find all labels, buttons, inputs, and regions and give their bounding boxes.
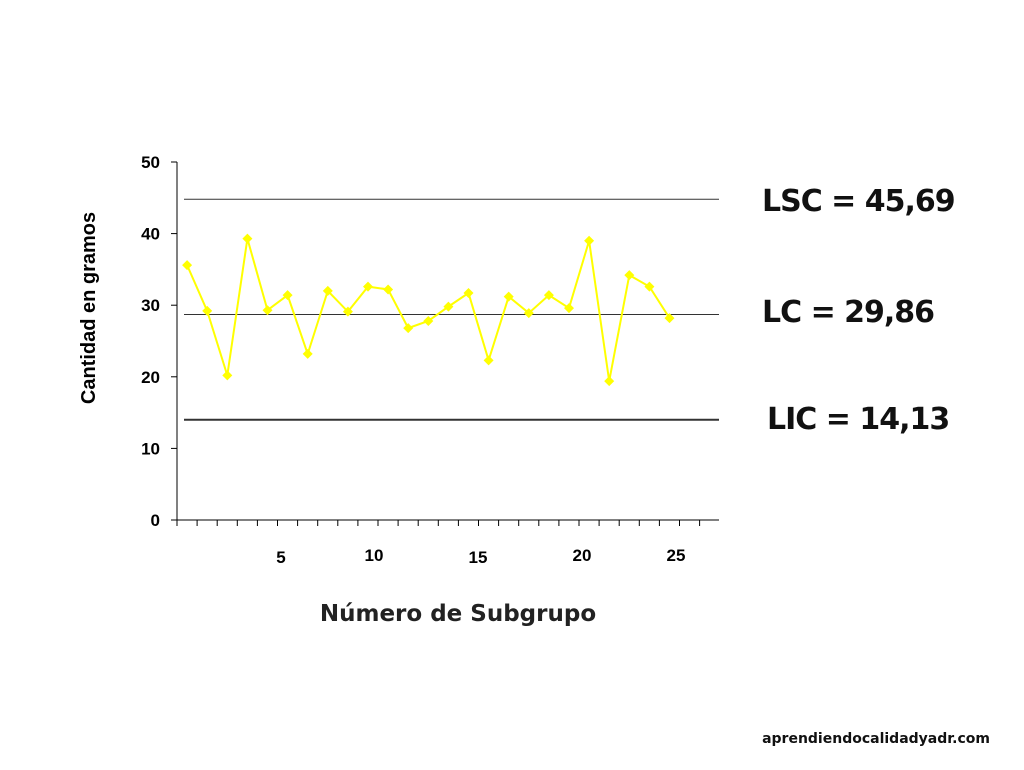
y-axis-title: Cantidad en gramos — [78, 212, 100, 404]
x-tick-label: 10 — [365, 546, 384, 565]
data-point — [543, 290, 554, 301]
data-point — [664, 313, 675, 324]
website-watermark: aprendiendocalidadyadr.com — [762, 731, 990, 747]
y-tick-label: 20 — [141, 368, 160, 387]
data-point — [644, 281, 655, 292]
data-point — [403, 323, 414, 334]
data-point — [584, 235, 595, 246]
data-point — [222, 370, 233, 381]
x-tick-label: 15 — [469, 548, 488, 567]
control-limit-label: LSC = 45,69 — [762, 184, 955, 219]
x-tick-label: 20 — [573, 546, 592, 565]
y-tick-label: 10 — [141, 439, 160, 458]
chart-axes: 0 10 20 30 40 50 5 10 15 20 25 — [141, 153, 719, 567]
x-tick-label: 5 — [276, 548, 285, 567]
data-point — [523, 308, 534, 319]
data-point — [202, 305, 213, 316]
data-point — [302, 348, 313, 359]
data-point — [282, 290, 293, 301]
chart-labels: Cantidad en gramos Número de Subgrupo — [78, 212, 596, 627]
data-point — [242, 233, 253, 244]
y-tick-label: 50 — [141, 153, 160, 172]
data-point — [182, 260, 193, 271]
data-point — [443, 301, 454, 312]
data-point — [342, 306, 353, 317]
data-point — [604, 376, 615, 387]
y-tick-label: 40 — [141, 225, 160, 244]
y-tick-label: 0 — [151, 511, 160, 530]
x-axis-title: Número de Subgrupo — [320, 601, 596, 627]
y-tick-label: 30 — [141, 296, 160, 315]
data-series — [182, 233, 675, 387]
data-point — [383, 284, 394, 295]
data-point — [423, 315, 434, 326]
data-point — [503, 291, 514, 302]
data-point — [322, 285, 333, 296]
data-point — [363, 281, 373, 292]
x-tick-label: 25 — [667, 546, 686, 565]
control-limit-label: LC = 29,86 — [762, 295, 934, 330]
data-point — [564, 303, 574, 314]
control-limits: LSC = 45,69 LC = 29,86 LIC = 14,13 — [184, 184, 956, 437]
control-limit-label: LIC = 14,13 — [767, 402, 949, 437]
data-point — [262, 305, 273, 316]
data-point — [483, 355, 494, 366]
data-point — [624, 270, 635, 281]
series-line — [186, 238, 671, 382]
data-point — [463, 288, 474, 299]
